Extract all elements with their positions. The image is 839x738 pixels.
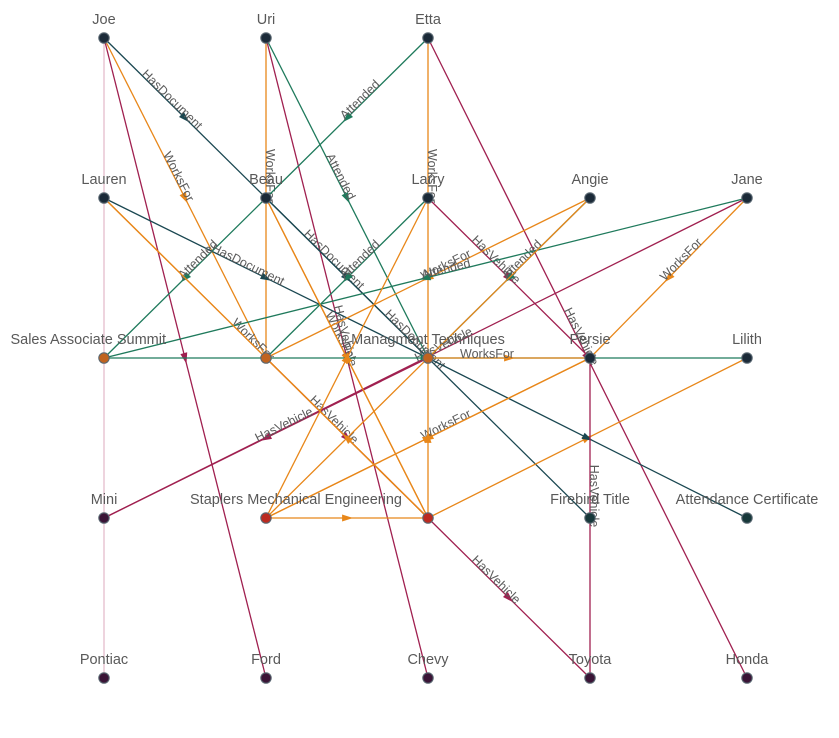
svg-text:Lauren: Lauren: [81, 172, 126, 188]
svg-text:Managment Techniques: Managment Techniques: [351, 332, 505, 348]
svg-text:Beau: Beau: [249, 172, 283, 188]
svg-text:Attendance Certificate: Attendance Certificate: [676, 492, 819, 508]
svg-text:Angie: Angie: [571, 172, 608, 188]
svg-text:Firebird Title: Firebird Title: [550, 492, 630, 508]
svg-text:Staplers Mechanical Engineerin: Staplers Mechanical Engineering: [190, 492, 402, 508]
svg-text:Attended: Attended: [323, 151, 358, 202]
svg-text:Attended: Attended: [337, 77, 382, 122]
svg-text:Honda: Honda: [726, 652, 770, 668]
svg-text:Persie: Persie: [569, 332, 610, 348]
svg-text:HasDocument: HasDocument: [139, 67, 206, 133]
svg-text:Ford: Ford: [251, 652, 281, 668]
svg-text:Sales Associate Summit: Sales Associate Summit: [10, 332, 166, 348]
svg-text:HasVehicle: HasVehicle: [469, 553, 523, 607]
svg-text:WorksFor: WorksFor: [160, 149, 197, 203]
svg-text:HasDocument: HasDocument: [209, 241, 287, 289]
svg-text:Larry: Larry: [411, 172, 445, 188]
svg-text:Jane: Jane: [731, 172, 762, 188]
svg-text:Toyota: Toyota: [569, 652, 613, 668]
svg-text:Pontiac: Pontiac: [80, 652, 128, 668]
svg-text:Mini: Mini: [91, 492, 118, 508]
svg-text:WorksFor: WorksFor: [657, 235, 705, 283]
svg-text:WorksFor: WorksFor: [460, 347, 514, 361]
svg-text:Uri: Uri: [257, 12, 276, 28]
svg-text:Joe: Joe: [92, 12, 115, 28]
svg-text:Lilith: Lilith: [732, 332, 762, 348]
svg-text:Etta: Etta: [415, 12, 442, 28]
svg-text:Chevy: Chevy: [407, 652, 449, 668]
